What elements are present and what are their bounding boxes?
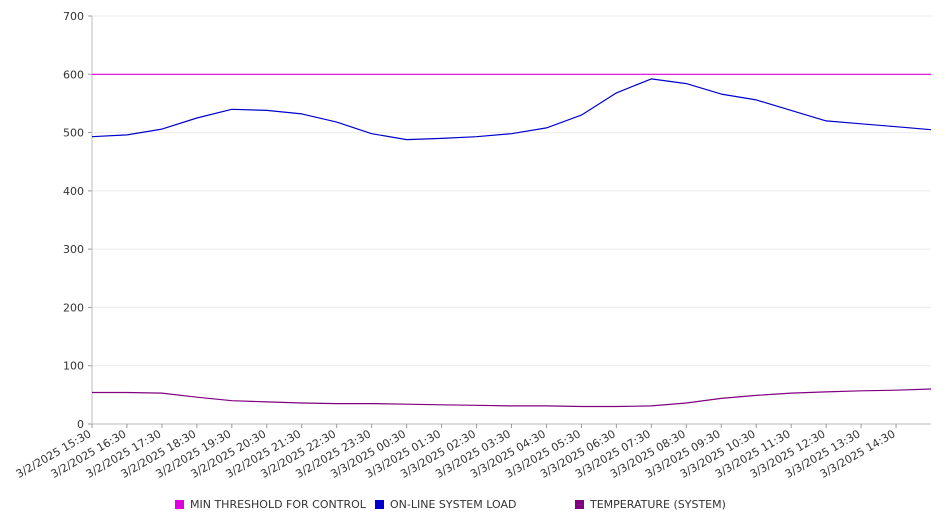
- y-tick-label: 300: [63, 243, 84, 256]
- legend-swatch-system-load: [375, 500, 384, 509]
- legend-label-system-load: ON-LINE SYSTEM LOAD: [390, 498, 517, 511]
- series-line-temperature-system: [92, 388, 932, 408]
- line-chart: 0 100 200 300 400 500 600 700 3/2/2025 15:303/2…: [14, 10, 932, 481]
- legend-label-temperature: TEMPERATURE (SYSTEM): [590, 498, 726, 511]
- series-lines: [91, 73, 932, 408]
- y-tick-label: 100: [63, 360, 84, 373]
- legend-swatch-min-threshold: [175, 500, 184, 509]
- y-tick-label: 500: [63, 127, 84, 140]
- legend-swatch-temperature: [575, 500, 584, 509]
- grid-lines: [92, 15, 931, 425]
- y-tick-label: 600: [63, 68, 84, 81]
- legend-item-system-load: ON-LINE SYSTEM LOAD: [375, 498, 516, 511]
- y-axis-tick-labels: 0 100 200 300 400 500 600 700: [63, 10, 84, 431]
- y-tick-label: 700: [63, 10, 84, 23]
- legend-label-min-threshold: MIN THRESHOLD FOR CONTROL: [190, 498, 366, 511]
- y-tick-label: 200: [63, 301, 84, 314]
- y-tick-label: 0: [77, 418, 84, 431]
- legend: MIN THRESHOLD FOR CONTROL ON-LINE SYSTEM…: [0, 498, 946, 518]
- series-line-on-line-system-load: [91, 78, 932, 141]
- x-axis-tick-labels: 3/2/2025 15:303/2/2025 16:303/2/2025 17:…: [14, 427, 898, 481]
- legend-item-min-threshold: MIN THRESHOLD FOR CONTROL: [175, 498, 366, 511]
- legend-item-temperature: TEMPERATURE (SYSTEM): [575, 498, 726, 511]
- y-tick-label: 400: [63, 185, 84, 198]
- axes: [88, 15, 931, 428]
